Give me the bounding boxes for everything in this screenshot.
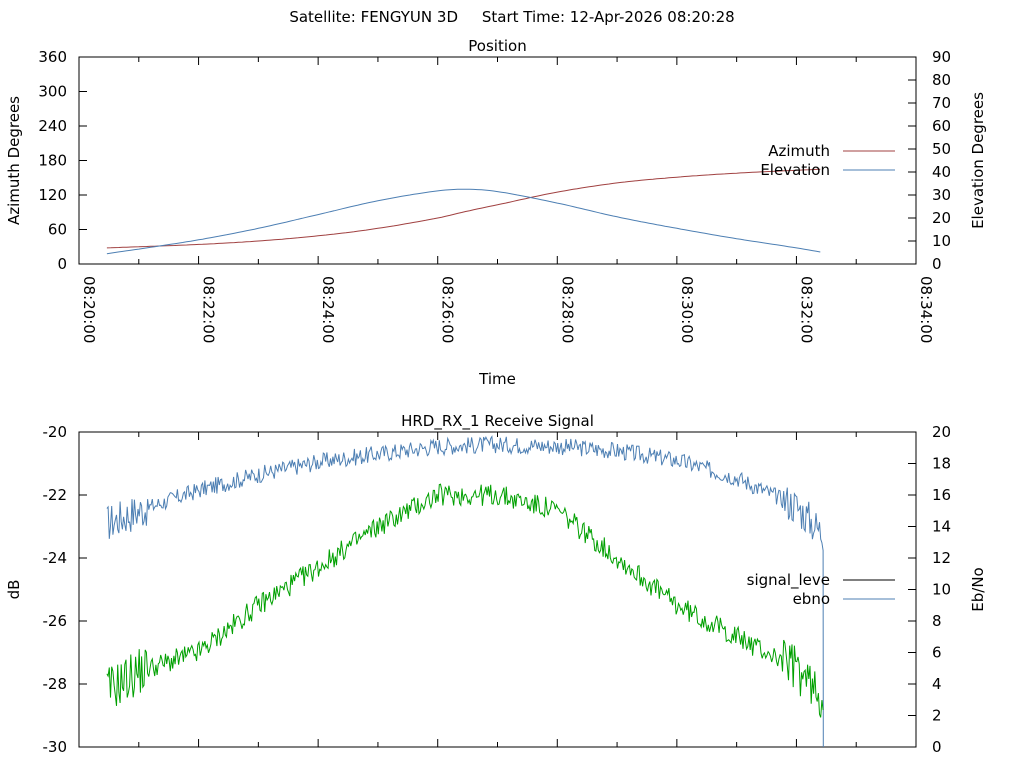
legend-label-ebno: ebno	[793, 590, 830, 608]
series-line-elevation	[106, 188, 821, 255]
signal-y-tick-label: -30	[43, 738, 68, 756]
position-x-axis-label: Time	[478, 370, 516, 388]
position-y2-tick-label: 70	[932, 94, 951, 112]
position-y-tick-label: 0	[57, 255, 67, 273]
position-title: Position	[468, 37, 526, 55]
position-x-tick-label: 08:30:00	[678, 276, 696, 343]
position-y2-tick-label: 40	[932, 163, 951, 181]
signal-y2-tick-label: 8	[932, 612, 942, 630]
signal-y-tick-label: -24	[43, 549, 68, 567]
satellite-label: Satellite: FENGYUN 3D	[289, 8, 458, 26]
series-line-azimuth	[106, 168, 821, 249]
position-y2-axis-label: Elevation Degrees	[969, 92, 987, 229]
signal-y2-tick-label: 16	[932, 486, 951, 504]
position-x-tick-label: 08:26:00	[439, 276, 457, 343]
position-x-tick-label: 08:32:00	[797, 276, 815, 343]
position-y2-tick-label: 60	[932, 117, 951, 135]
signal-y2-tick-label: 4	[932, 675, 942, 693]
signal-y2-tick-label: 0	[932, 738, 942, 756]
position-y2-tick-label: 30	[932, 186, 951, 204]
position-y-tick-label: 180	[38, 152, 67, 170]
position-x-tick-label: 08:34:00	[917, 276, 935, 343]
legend-label-elevation: Elevation	[760, 161, 830, 179]
series-line-ebno	[106, 435, 824, 748]
position-y-tick-label: 300	[38, 83, 67, 101]
position-y-tick-label: 360	[38, 48, 67, 66]
signal-y-tick-label: -22	[43, 486, 68, 504]
start-time-label: Start Time: 12-Apr-2026 08:20:28	[481, 8, 735, 26]
signal-y-tick-label: -28	[43, 675, 68, 693]
position-y2-tick-label: 0	[932, 255, 942, 273]
signal-plot-frame	[78, 431, 917, 748]
report-header: Satellite: FENGYUN 3D Start Time: 12-Apr…	[0, 8, 1024, 26]
signal-y-tick-label: -26	[43, 612, 68, 630]
signal-y2-tick-label: 2	[932, 707, 942, 725]
position-y2-tick-label: 10	[932, 232, 951, 250]
signal-y2-tick-label: 14	[932, 518, 951, 536]
position-y2-tick-label: 80	[932, 71, 951, 89]
signal-title: HRD_RX_1 Receive Signal	[401, 412, 594, 431]
series-line-signal	[106, 483, 824, 718]
signal-y2-tick-label: 18	[932, 455, 951, 473]
position-y-tick-label: 60	[48, 221, 67, 239]
signal-y-axis-label: dB	[5, 580, 23, 600]
signal-y-tick-label: -20	[43, 423, 68, 441]
position-y2-tick-label: 20	[932, 209, 951, 227]
position-x-tick-label: 08:28:00	[558, 276, 576, 343]
position-y-tick-label: 120	[38, 186, 67, 204]
signal-y2-tick-label: 20	[932, 423, 951, 441]
legend-label-signal-leve: signal_leve	[747, 571, 830, 590]
signal-y2-axis-label: Eb/No	[969, 567, 987, 611]
signal-y2-tick-label: 6	[932, 644, 942, 662]
position-y2-tick-label: 50	[932, 140, 951, 158]
position-y-tick-label: 240	[38, 117, 67, 135]
position-y-axis-label: Azimuth Degrees	[5, 96, 23, 225]
position-y2-tick-label: 90	[932, 48, 951, 66]
legend-label-azimuth: Azimuth	[768, 142, 830, 160]
signal-y2-tick-label: 12	[932, 549, 951, 567]
position-x-tick-label: 08:24:00	[319, 276, 337, 343]
position-x-tick-label: 08:20:00	[80, 276, 98, 343]
position-x-tick-label: 08:22:00	[200, 276, 218, 343]
signal-y2-tick-label: 10	[932, 581, 951, 599]
